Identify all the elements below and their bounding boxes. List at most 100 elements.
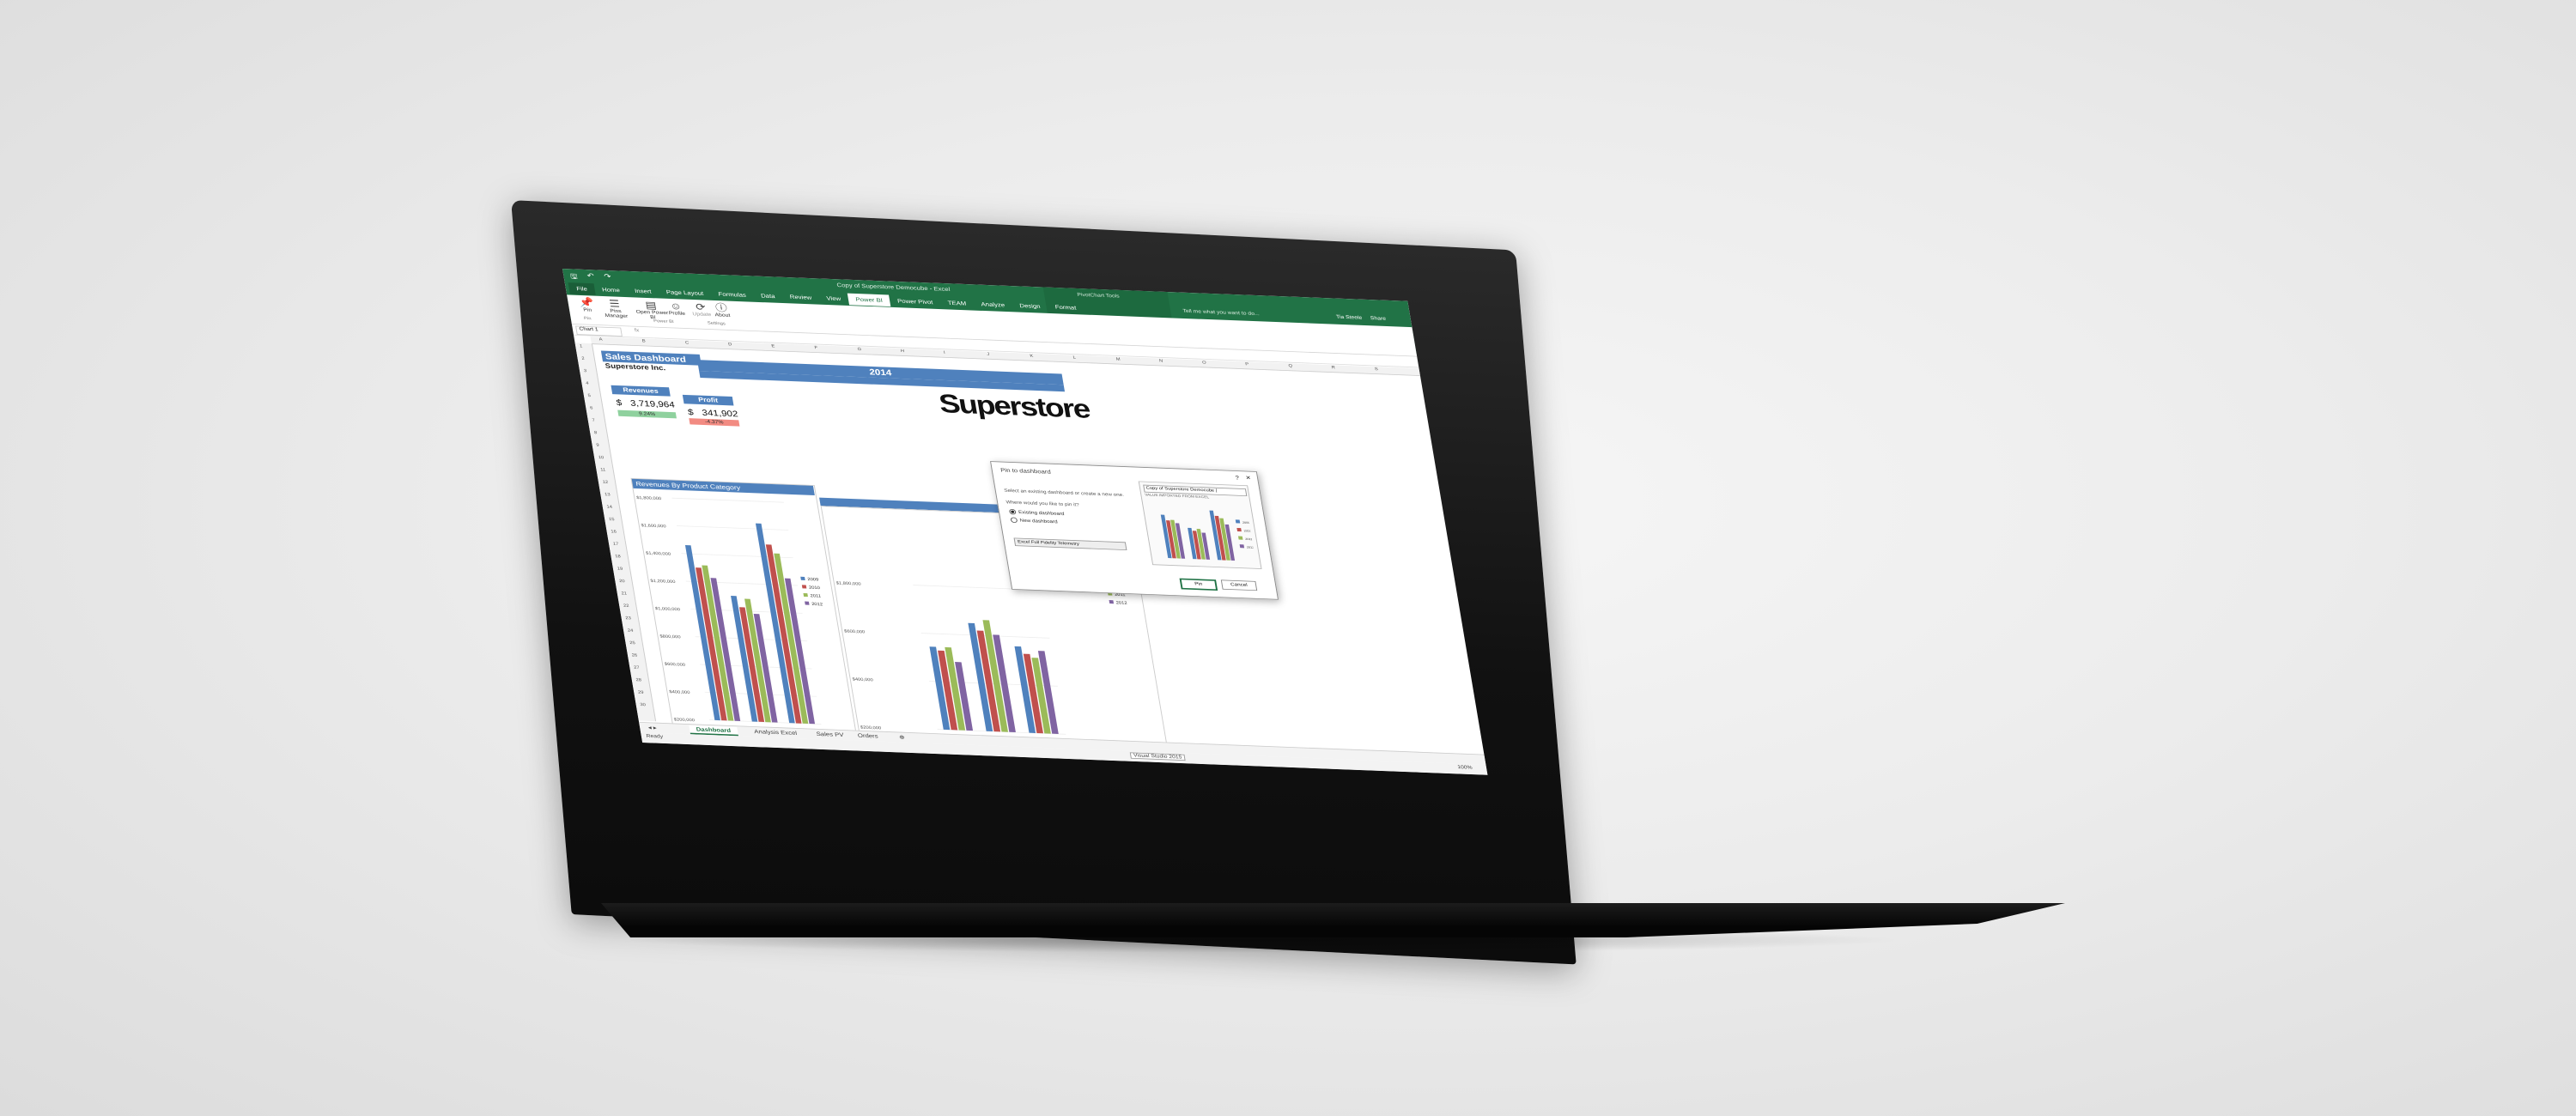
chart-bar[interactable] [1192, 531, 1201, 560]
row-header[interactable]: 24 [627, 628, 634, 634]
row-header[interactable]: 10 [598, 455, 605, 460]
row-header[interactable]: 30 [640, 702, 647, 707]
chart-bar[interactable] [1160, 514, 1172, 559]
chart-bar[interactable] [1031, 658, 1051, 734]
add-sheet-icon[interactable]: ⊕ [898, 733, 906, 741]
chart-bar[interactable] [774, 553, 809, 724]
help-icon[interactable]: ? [1235, 474, 1240, 482]
about-button[interactable]: ⓘ About [704, 301, 740, 318]
column-header[interactable]: L [1072, 355, 1077, 361]
chart-bar[interactable] [1219, 518, 1230, 561]
column-header[interactable]: O [1201, 361, 1207, 366]
chart-bar[interactable] [1014, 646, 1036, 733]
tab-file[interactable]: File [568, 282, 596, 295]
column-header[interactable]: P [1245, 362, 1249, 367]
worksheet[interactable]: Sales Dashboard Superstore Inc. 2014 Rev… [592, 343, 1484, 753]
chart-bar[interactable] [784, 578, 816, 725]
column-header[interactable]: J [986, 352, 990, 357]
chart-bar[interactable] [1201, 532, 1211, 560]
column-header[interactable]: G [857, 347, 862, 352]
prev-sheet-icon[interactable]: ◂ ▸ [647, 724, 658, 731]
row-header[interactable]: 20 [618, 579, 626, 584]
radio-existing-dashboard[interactable]: Existing dashboard [1008, 508, 1065, 517]
chart-bar[interactable] [1170, 519, 1181, 559]
chart-bar[interactable] [982, 620, 1009, 732]
tab-format[interactable]: Format [1054, 304, 1077, 312]
row-header[interactable]: 14 [606, 505, 613, 510]
chart-bar[interactable] [710, 578, 741, 721]
row-header[interactable]: 7 [592, 418, 596, 423]
chart-bar[interactable] [945, 646, 966, 731]
column-header[interactable]: N [1158, 359, 1163, 364]
column-header[interactable]: E [771, 344, 775, 349]
row-header[interactable]: 19 [617, 567, 623, 572]
chart-bar[interactable] [744, 598, 771, 723]
chart-bar[interactable] [696, 567, 727, 721]
column-header[interactable]: S [1374, 367, 1379, 372]
row-header[interactable]: 29 [637, 690, 644, 695]
sheet-tab-sales-pv[interactable]: Sales PV [816, 731, 845, 738]
user-name[interactable]: Tia Steele [1335, 314, 1363, 321]
revenue-chart[interactable]: Revenues By Product Category $1,800,000 $… [630, 477, 857, 734]
tab-insert[interactable]: Insert [634, 288, 653, 295]
chart-bar[interactable] [1037, 651, 1059, 734]
tab-home[interactable]: Home [601, 286, 621, 294]
row-header[interactable]: 28 [635, 677, 642, 683]
chart-bar[interactable] [968, 622, 993, 732]
row-header[interactable]: 5 [587, 393, 592, 398]
pins-manager-button[interactable]: ☰ Pins Manager [597, 297, 634, 319]
radio-new-dashboard[interactable]: New dashboard [1010, 517, 1059, 525]
row-header[interactable]: 26 [631, 653, 638, 658]
tab-page-layout[interactable]: Page Layout [665, 288, 704, 297]
chart-bar[interactable] [1023, 653, 1043, 734]
row-header[interactable]: 11 [599, 468, 606, 473]
chart-bar[interactable] [1209, 510, 1222, 561]
pin-button[interactable]: Pin [1179, 578, 1218, 591]
column-header[interactable]: B [641, 339, 647, 344]
column-header[interactable]: I [943, 350, 946, 355]
second-chart[interactable]: $1,800,000$600,000$400,000$200,000200920… [820, 506, 1168, 746]
column-header[interactable]: D [727, 343, 732, 348]
chart-bar[interactable] [1188, 527, 1197, 560]
column-header[interactable]: K [1030, 354, 1034, 359]
tab-data[interactable]: Data [760, 292, 776, 300]
row-header[interactable]: 17 [612, 542, 619, 547]
tab-team[interactable]: TEAM [947, 300, 967, 307]
tab-power-bi[interactable]: Power BI [847, 293, 891, 307]
row-header[interactable]: 3 [583, 368, 587, 373]
column-header[interactable]: A [598, 337, 604, 343]
column-header[interactable]: M [1115, 357, 1121, 362]
row-header[interactable]: 16 [611, 530, 617, 535]
chart-bar[interactable] [765, 544, 802, 724]
chart-bar[interactable] [929, 646, 951, 731]
tab-design[interactable]: Design [1018, 302, 1042, 310]
tab-analyze[interactable]: Analyze [980, 300, 1005, 309]
chart-bar[interactable] [684, 544, 720, 721]
chart-bar[interactable] [938, 650, 958, 731]
row-header[interactable]: 23 [625, 616, 632, 622]
zoom-level[interactable]: 100% [1456, 765, 1473, 771]
row-header[interactable]: 9 [596, 443, 600, 448]
dashboard-select[interactable]: Excel Full Fidelity Telemetry [1013, 537, 1127, 551]
fx-icon[interactable]: fx [634, 328, 640, 333]
chart-bar[interactable] [753, 614, 778, 723]
sheet-tab-orders[interactable]: Orders [857, 732, 879, 740]
chart-bar[interactable] [702, 565, 734, 721]
row-header[interactable]: 18 [614, 554, 622, 560]
row-header[interactable]: 22 [623, 603, 629, 609]
row-header[interactable]: 8 [593, 430, 598, 435]
row-header[interactable]: 27 [633, 665, 641, 670]
tab-review[interactable]: Review [789, 294, 812, 301]
row-header[interactable]: 15 [608, 517, 615, 522]
tab-view[interactable]: View [825, 294, 841, 302]
chart-bar[interactable] [731, 596, 758, 722]
chart-bar[interactable] [976, 630, 1001, 732]
chart-bar[interactable] [1214, 515, 1226, 561]
chart-bar[interactable] [1175, 523, 1186, 559]
chart-bar[interactable] [1196, 528, 1206, 560]
row-header[interactable]: 4 [585, 381, 590, 386]
chart-bar[interactable] [755, 523, 795, 724]
column-header[interactable]: F [814, 345, 818, 350]
row-header[interactable]: 6 [589, 406, 593, 411]
row-header[interactable]: 12 [602, 480, 609, 485]
